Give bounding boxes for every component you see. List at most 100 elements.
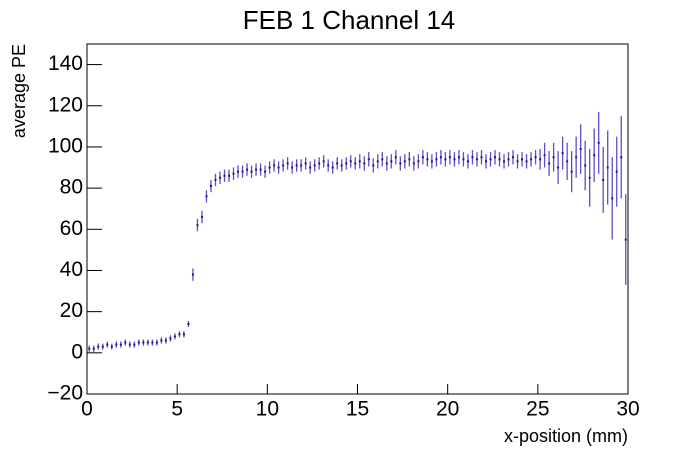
point (255, 168, 258, 171)
point (182, 333, 185, 336)
point (169, 337, 172, 340)
point (430, 160, 433, 163)
point (106, 343, 109, 346)
point (209, 185, 212, 188)
point (264, 170, 267, 173)
point (480, 156, 483, 159)
y-tick-label: 40 (60, 258, 83, 281)
point (439, 156, 442, 159)
x-tick-label: 20 (436, 398, 459, 421)
point (579, 148, 582, 150)
point (133, 343, 136, 346)
point (525, 160, 528, 163)
point (336, 162, 339, 165)
point (484, 160, 487, 163)
y-tick-label: 80 (60, 176, 83, 199)
point (494, 156, 497, 159)
point (119, 343, 122, 346)
y-tick-label: 100 (48, 134, 83, 157)
point (250, 170, 253, 173)
point (552, 156, 555, 159)
point (466, 160, 469, 163)
point (615, 170, 618, 173)
point (232, 172, 235, 175)
point (426, 158, 429, 161)
point (498, 158, 501, 161)
point (539, 158, 542, 161)
point (146, 341, 149, 344)
point (602, 178, 605, 181)
point (403, 160, 406, 163)
point (322, 160, 325, 163)
point (606, 166, 609, 169)
point (570, 170, 573, 173)
point (218, 176, 221, 179)
point (223, 174, 226, 177)
y-tick-label: −20 (47, 382, 83, 405)
point (453, 158, 456, 161)
point (412, 162, 415, 165)
point (457, 156, 460, 159)
point (291, 166, 294, 169)
point (155, 341, 158, 344)
point (282, 164, 285, 167)
x-tick-label: 10 (256, 398, 279, 421)
point (110, 345, 113, 348)
point (196, 224, 199, 227)
x-tick-label: 30 (616, 398, 639, 421)
point (363, 162, 366, 165)
point (516, 160, 519, 163)
point (354, 162, 357, 165)
point (268, 166, 271, 169)
point (588, 176, 591, 179)
point (557, 166, 560, 169)
point (435, 158, 438, 161)
point (372, 164, 375, 167)
point (137, 341, 140, 344)
point (611, 197, 614, 200)
point (530, 158, 533, 161)
y-tick-label: 60 (60, 217, 83, 240)
point (200, 215, 203, 218)
point (286, 162, 289, 165)
x-tick-label: 15 (346, 398, 369, 421)
point (340, 164, 343, 167)
y-axis-label: average PE (9, 44, 29, 138)
point (593, 154, 596, 157)
point (92, 347, 95, 350)
point (309, 166, 312, 169)
point (160, 339, 163, 342)
x-tick-label: 0 (81, 398, 93, 421)
x-tick-label: 25 (526, 398, 549, 421)
point (142, 341, 145, 344)
point (543, 154, 546, 157)
point (475, 158, 478, 161)
point (408, 158, 411, 161)
point (313, 164, 316, 167)
y-tick-label: 0 (71, 340, 83, 363)
point (597, 141, 600, 144)
point (228, 174, 231, 177)
point (331, 166, 334, 169)
point (399, 162, 402, 165)
point (417, 160, 420, 163)
point (97, 345, 100, 348)
point (187, 323, 190, 325)
point (88, 347, 91, 350)
point (448, 156, 451, 159)
chart-title: FEB 1 Channel 14 (243, 5, 455, 35)
point (358, 160, 361, 163)
point (489, 158, 492, 161)
point (421, 156, 424, 159)
point (624, 238, 627, 241)
y-tick-label: 120 (48, 93, 83, 116)
point (376, 160, 379, 163)
point (566, 160, 569, 163)
point (277, 166, 280, 169)
point (295, 164, 298, 167)
point (173, 335, 176, 338)
point (471, 156, 474, 159)
x-tick-label: 5 (171, 398, 183, 421)
point (327, 164, 330, 167)
